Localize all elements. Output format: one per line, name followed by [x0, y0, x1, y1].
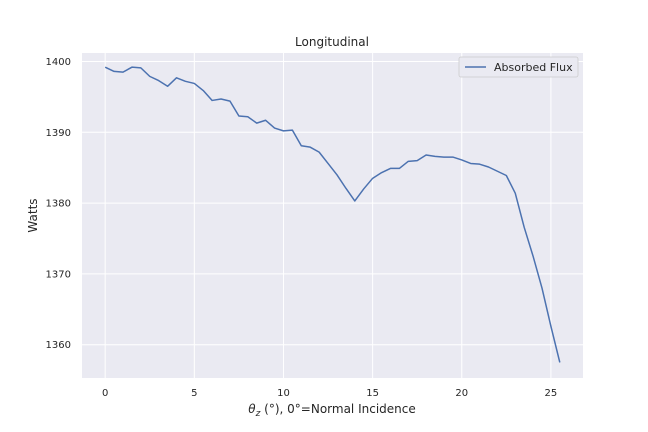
x-tick-label: 0	[102, 388, 108, 399]
y-tick-label: 1360	[46, 340, 71, 351]
chart-title: Longitudinal	[295, 35, 369, 49]
x-axis-label-subscript: z	[255, 409, 261, 419]
x-tick-labels: 0 5 10 15 20 25	[102, 388, 557, 399]
x-tick-label: 20	[455, 388, 468, 399]
plot-area	[82, 53, 583, 378]
x-gridlines	[104, 53, 552, 378]
y-tick-label: 1370	[46, 269, 71, 280]
x-axis-label-symbol: θ	[248, 402, 256, 416]
x-tick-label: 10	[277, 388, 290, 399]
x-axis-label: θz (°), 0°=Normal Incidence	[248, 402, 415, 419]
y-tick-labels: 1360 1370 1380 1390 1400	[46, 57, 71, 351]
legend-box	[458, 56, 579, 78]
y-axis-label: Watts	[26, 198, 40, 232]
series-line-absorbed-flux	[104, 66, 561, 363]
x-tick-label: 25	[545, 388, 558, 399]
y-tick-label: 1390	[46, 128, 71, 139]
x-axis-label-text: (°), 0°=Normal Incidence	[260, 402, 415, 416]
y-tick-label: 1380	[46, 199, 71, 210]
x-tick-label: 5	[191, 388, 197, 399]
y-tick-label: 1400	[46, 57, 71, 68]
legend: Absorbed Flux	[458, 56, 579, 78]
legend-label: Absorbed Flux	[494, 61, 573, 74]
x-tick-label: 15	[366, 388, 379, 399]
